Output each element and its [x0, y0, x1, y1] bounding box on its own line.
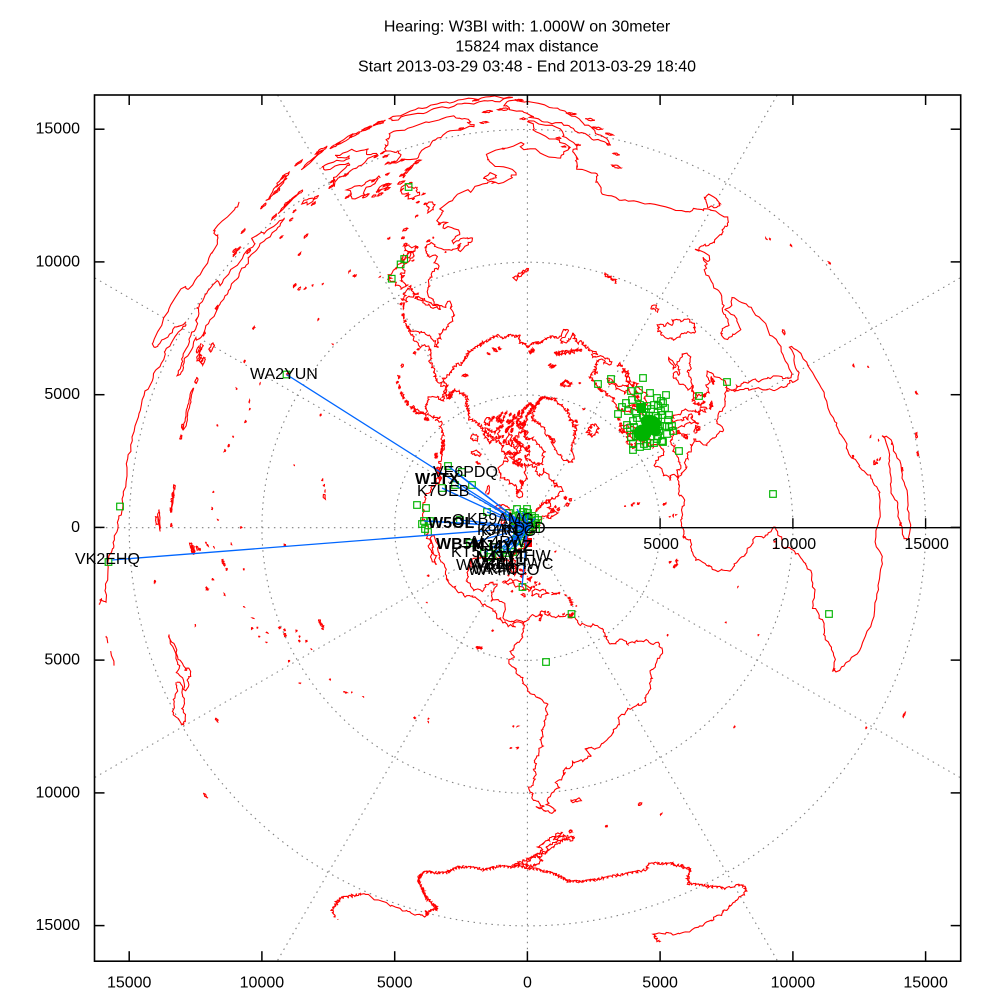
svg-text:10000: 10000: [36, 784, 81, 801]
svg-text:0: 0: [523, 975, 532, 992]
svg-text:AK4RW: AK4RW: [469, 534, 527, 551]
svg-text:15824 max distance: 15824 max distance: [455, 39, 598, 56]
svg-text:KJ4YLZ: KJ4YLZ: [473, 538, 533, 555]
svg-text:10000: 10000: [772, 536, 817, 553]
svg-text:15000: 15000: [903, 975, 948, 992]
svg-text:N4TTT: N4TTT: [476, 549, 526, 566]
svg-text:K4RCG: K4RCG: [481, 523, 536, 540]
svg-text:VE6PDQ: VE6PDQ: [433, 464, 498, 481]
svg-text:15000: 15000: [36, 917, 81, 934]
svg-text:15000: 15000: [107, 975, 152, 992]
svg-text:WB5M: WB5M: [436, 536, 485, 553]
svg-text:10000: 10000: [240, 975, 285, 992]
svg-text:WA4RU: WA4RU: [456, 557, 513, 574]
svg-text:5000: 5000: [44, 652, 80, 669]
svg-text:15000: 15000: [904, 536, 949, 553]
svg-text:5000: 5000: [377, 975, 413, 992]
svg-text:O: O: [452, 512, 464, 529]
svg-text:Start 2013-03-29 03:48 - End 2: Start 2013-03-29 03:48 - End 2013-03-29 …: [358, 59, 696, 76]
svg-text:KE4HWC: KE4HWC: [485, 556, 553, 573]
svg-text:K7UEB: K7UEB: [417, 483, 469, 500]
svg-text:10000: 10000: [36, 253, 81, 270]
svg-text:KD2D: KD2D: [503, 520, 546, 537]
svg-text:W5OL: W5OL: [428, 515, 474, 532]
svg-text:W1TX: W1TX: [415, 471, 460, 488]
svg-text:WB4KH: WB4KH: [470, 556, 527, 573]
svg-text:15000: 15000: [36, 121, 81, 138]
svg-text:0: 0: [71, 519, 80, 536]
svg-text:KB9AMG: KB9AMG: [467, 511, 534, 528]
svg-text:WK4O: WK4O: [472, 561, 519, 578]
svg-text:WA4MCO: WA4MCO: [468, 562, 539, 579]
svg-text:K9AN: K9AN: [477, 522, 519, 539]
svg-text:Hearing: W3BI with: 1.000W on: Hearing: W3BI with: 1.000W on 30meter: [384, 19, 671, 36]
svg-text:10000: 10000: [771, 975, 816, 992]
svg-text:VK2EHQ: VK2EHQ: [75, 551, 140, 568]
svg-text:5000: 5000: [642, 975, 678, 992]
svg-text:5000: 5000: [44, 386, 80, 403]
svg-text:WA2YUN: WA2YUN: [250, 366, 318, 383]
svg-text:5000: 5000: [643, 536, 679, 553]
svg-text:KT5TK: KT5TK: [451, 544, 501, 561]
svg-text:W4HW: W4HW: [500, 548, 552, 565]
